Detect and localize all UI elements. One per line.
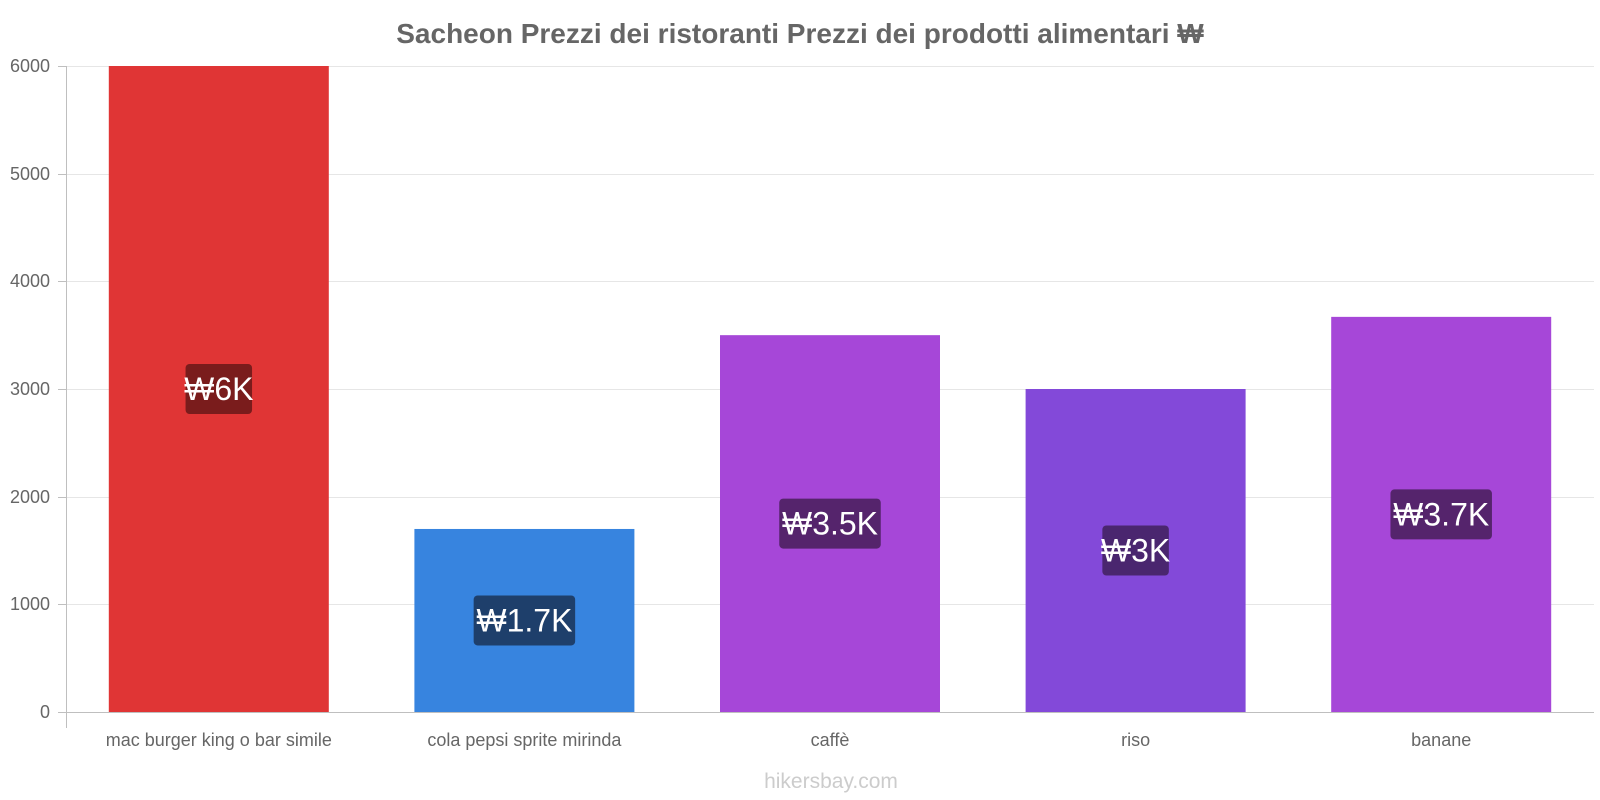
- x-tick-label: mac burger king o bar simile: [106, 730, 332, 750]
- y-tick-label: 0: [40, 702, 50, 722]
- x-tick-label: caffè: [811, 730, 850, 750]
- value-label: ₩3K: [1101, 533, 1170, 569]
- value-label: ₩3.7K: [1393, 496, 1489, 532]
- value-label-background: [1390, 489, 1492, 540]
- x-axis-ticks: mac burger king o bar simile cola pepsi s…: [106, 730, 1471, 750]
- value-labels: ₩6K ₩1.7K ₩3.5K ₩3K ₩3.7K: [184, 364, 1492, 646]
- chart-title: Sacheon Prezzi dei ristoranti Prezzi dei…: [396, 18, 1204, 49]
- value-label-background: [1102, 525, 1169, 576]
- value-label-background: [779, 498, 881, 549]
- value-label-background: [185, 364, 253, 414]
- value-label: ₩1.7K: [476, 602, 572, 638]
- bars: [108, 66, 1552, 712]
- x-tick-label: cola pepsi sprite mirinda: [427, 730, 622, 750]
- y-axis-ticks: 0 1000 2000 3000 4000 5000 6000: [10, 56, 50, 722]
- x-tick-label: banane: [1411, 730, 1471, 750]
- value-label: ₩3.5K: [782, 506, 878, 542]
- value-label: ₩6K: [184, 371, 253, 407]
- y-tick-label: 6000: [10, 56, 50, 76]
- y-tick-label: 3000: [10, 379, 50, 399]
- y-tick-label: 1000: [10, 594, 50, 614]
- watermark: hikersbay.com: [764, 770, 898, 793]
- x-tick-label: riso: [1121, 730, 1150, 750]
- y-tick-label: 5000: [10, 164, 50, 184]
- y-tick-label: 4000: [10, 271, 50, 291]
- y-tick-label: 2000: [10, 487, 50, 507]
- value-label-background: [473, 595, 576, 646]
